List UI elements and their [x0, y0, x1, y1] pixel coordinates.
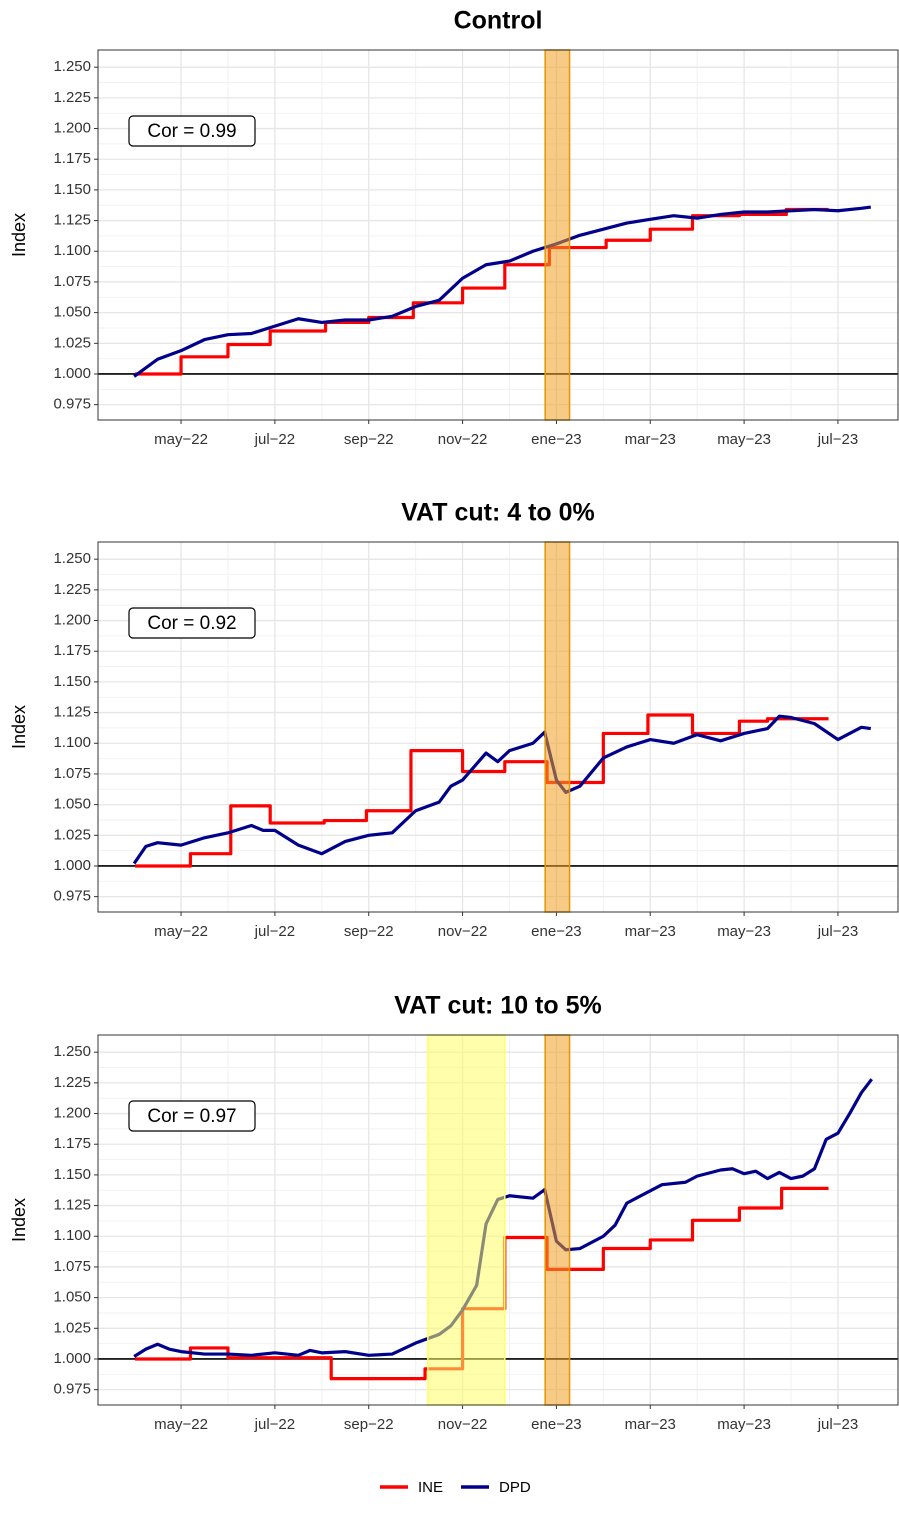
y-tick-label: 1.200: [53, 1105, 91, 1122]
x-tick-label: jul−22: [254, 1416, 295, 1433]
x-tick-label: may−22: [154, 431, 208, 448]
y-tick-label: 1.050: [53, 1289, 91, 1306]
y-tick-label: 1.075: [53, 1258, 91, 1275]
x-tick-label: may−23: [717, 1416, 771, 1433]
annotation: Cor = 0.92: [147, 613, 236, 634]
shaded-band: [427, 1034, 506, 1406]
panel: VAT cut: 4 to 0% Index 0.975 1.000 1.025 1.05…: [9, 499, 899, 940]
panel-border: [97, 541, 899, 913]
annotation-box: [128, 607, 256, 639]
y-tick-label: 1.025: [53, 826, 91, 843]
y-tick-label: 1.075: [53, 273, 91, 290]
x-tick-label: ene−23: [531, 431, 581, 448]
x-tick-label: may−23: [717, 923, 771, 940]
x-tick-label: mar−23: [625, 1416, 676, 1433]
shaded-band: [544, 49, 571, 421]
y-tick-label: 1.225: [53, 1074, 91, 1091]
annotation-box: [128, 1100, 256, 1132]
y-tick-label: 0.975: [53, 1381, 91, 1398]
y-tick-label: 1.250: [53, 550, 91, 567]
annotation-box: [128, 115, 256, 147]
panel-title: VAT cut: 10 to 5%: [394, 992, 601, 1020]
x-tick-label: mar−23: [625, 923, 676, 940]
shaded-band: [544, 541, 571, 913]
x-tick-label: nov−22: [438, 923, 488, 940]
series-line: [135, 713, 829, 868]
panel-border: [97, 49, 899, 421]
y-tick-label: 1.100: [53, 734, 91, 751]
y-tick-label: 1.025: [53, 1319, 91, 1336]
legend: INE DPD: [380, 1479, 531, 1496]
y-tick-label: 1.250: [53, 58, 91, 75]
series-line: [132, 714, 871, 865]
x-tick-label: jul−23: [817, 923, 858, 940]
x-tick-label: may−22: [154, 1416, 208, 1433]
x-tick-label: ene−23: [531, 1416, 581, 1433]
y-tick-label: 1.050: [53, 796, 91, 813]
series-line: [135, 1186, 829, 1381]
y-tick-label: 1.050: [53, 304, 91, 321]
x-tick-label: sep−22: [344, 923, 394, 940]
y-tick-label: 1.075: [53, 765, 91, 782]
y-tick-label: 0.975: [53, 888, 91, 905]
x-tick-label: nov−22: [438, 431, 488, 448]
y-tick-label: 0.975: [53, 396, 91, 413]
x-tick-label: jul−23: [817, 1416, 858, 1433]
y-tick-label: 1.150: [53, 1166, 91, 1183]
x-tick-label: jul−23: [817, 431, 858, 448]
y-tick-label: 1.100: [53, 242, 91, 259]
x-tick-label: jul−22: [254, 923, 295, 940]
x-tick-label: mar−23: [625, 431, 676, 448]
series-line: [135, 207, 829, 376]
legend-label: INE: [418, 1479, 443, 1496]
y-tick-label: 1.150: [53, 181, 91, 198]
y-tick-label: 1.125: [53, 1197, 91, 1214]
y-tick-label: 1.250: [53, 1043, 91, 1060]
panel: Control Index 0.975 1.000 1.025 1.050 1.075 1.1…: [9, 7, 899, 448]
annotation: Cor = 0.97: [147, 1106, 236, 1127]
panel-title: Control: [454, 7, 543, 35]
y-tick-label: 1.000: [53, 1350, 91, 1367]
y-tick-label: 1.125: [53, 212, 91, 229]
x-tick-label: sep−22: [344, 1416, 394, 1433]
y-tick-label: 1.225: [53, 581, 91, 598]
y-tick-label: 1.200: [53, 612, 91, 629]
y-tick-label: 1.175: [53, 642, 91, 659]
y-tick-label: 1.150: [53, 673, 91, 690]
y-tick-label: 1.200: [53, 120, 91, 137]
x-tick-label: jul−22: [254, 431, 295, 448]
shaded-band: [544, 1034, 571, 1406]
y-tick-label: 1.100: [53, 1227, 91, 1244]
annotation: Cor = 0.99: [147, 121, 236, 142]
y-tick-label: 1.175: [53, 1135, 91, 1152]
x-tick-label: sep−22: [344, 431, 394, 448]
x-tick-label: nov−22: [438, 1416, 488, 1433]
y-tick-label: 1.000: [53, 365, 91, 382]
x-tick-label: ene−23: [531, 923, 581, 940]
y-tick-label: 1.225: [53, 89, 91, 106]
series-line: [133, 205, 871, 378]
y-tick-label: 1.025: [53, 334, 91, 351]
y-axis-title: Index: [9, 213, 29, 257]
panel-border: [97, 1034, 899, 1406]
y-tick-label: 1.125: [53, 704, 91, 721]
x-tick-label: may−22: [154, 923, 208, 940]
y-tick-label: 1.175: [53, 150, 91, 167]
x-tick-label: may−23: [717, 431, 771, 448]
y-axis-title: Index: [9, 705, 29, 749]
panel-title: VAT cut: 4 to 0%: [401, 499, 595, 527]
y-tick-label: 1.000: [53, 857, 91, 874]
legend-label: DPD: [499, 1479, 531, 1496]
panel: VAT cut: 10 to 5% Index 0.975 1.000 1.025 1.0…: [9, 992, 899, 1433]
y-axis-title: Index: [9, 1198, 29, 1242]
